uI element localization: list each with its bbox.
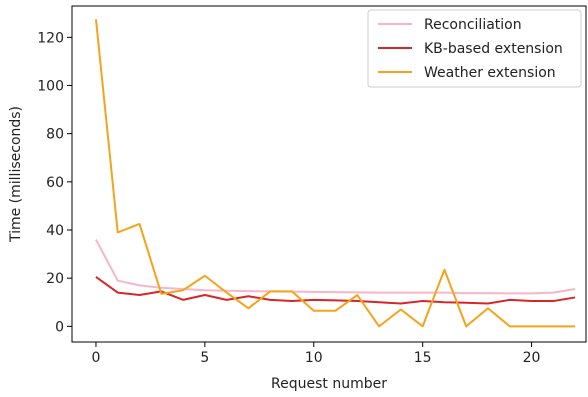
legend-label: KB-based extension bbox=[424, 41, 563, 57]
x-tick-label: 15 bbox=[414, 350, 432, 366]
x-tick-label: 20 bbox=[523, 350, 541, 366]
x-tick-label: 0 bbox=[91, 350, 100, 366]
legend: Reconciliation KB-based extension Weather … bbox=[367, 9, 582, 88]
legend-label: Reconciliation bbox=[424, 17, 522, 33]
y-tick-label: 120 bbox=[37, 30, 64, 46]
y-tick-label: 20 bbox=[46, 271, 64, 287]
x-tick-label: 10 bbox=[305, 350, 323, 366]
legend-box bbox=[367, 9, 582, 88]
x-axis-ticks: 0 5 10 15 20 bbox=[91, 342, 540, 366]
series-line-reconciliation bbox=[95, 239, 576, 295]
y-tick-label: 100 bbox=[37, 78, 64, 94]
series-line-weather-extension bbox=[94, 19, 576, 328]
y-tick-label: 60 bbox=[46, 175, 64, 191]
y-tick-label: 0 bbox=[55, 319, 64, 335]
y-axis-ticks: 0 20 40 60 80 100 120 bbox=[37, 30, 72, 335]
x-tick-label: 5 bbox=[200, 350, 209, 366]
series-line-kb-based-extension bbox=[95, 276, 576, 305]
legend-label: Weather extension bbox=[424, 65, 556, 81]
y-axis-label: Time (milliseconds) bbox=[8, 106, 24, 243]
series-lines bbox=[94, 19, 576, 328]
y-tick-label: 80 bbox=[46, 127, 64, 143]
x-axis-label: Request number bbox=[271, 376, 387, 392]
plot-frame bbox=[71, 5, 587, 343]
y-tick-label: 40 bbox=[46, 223, 64, 239]
